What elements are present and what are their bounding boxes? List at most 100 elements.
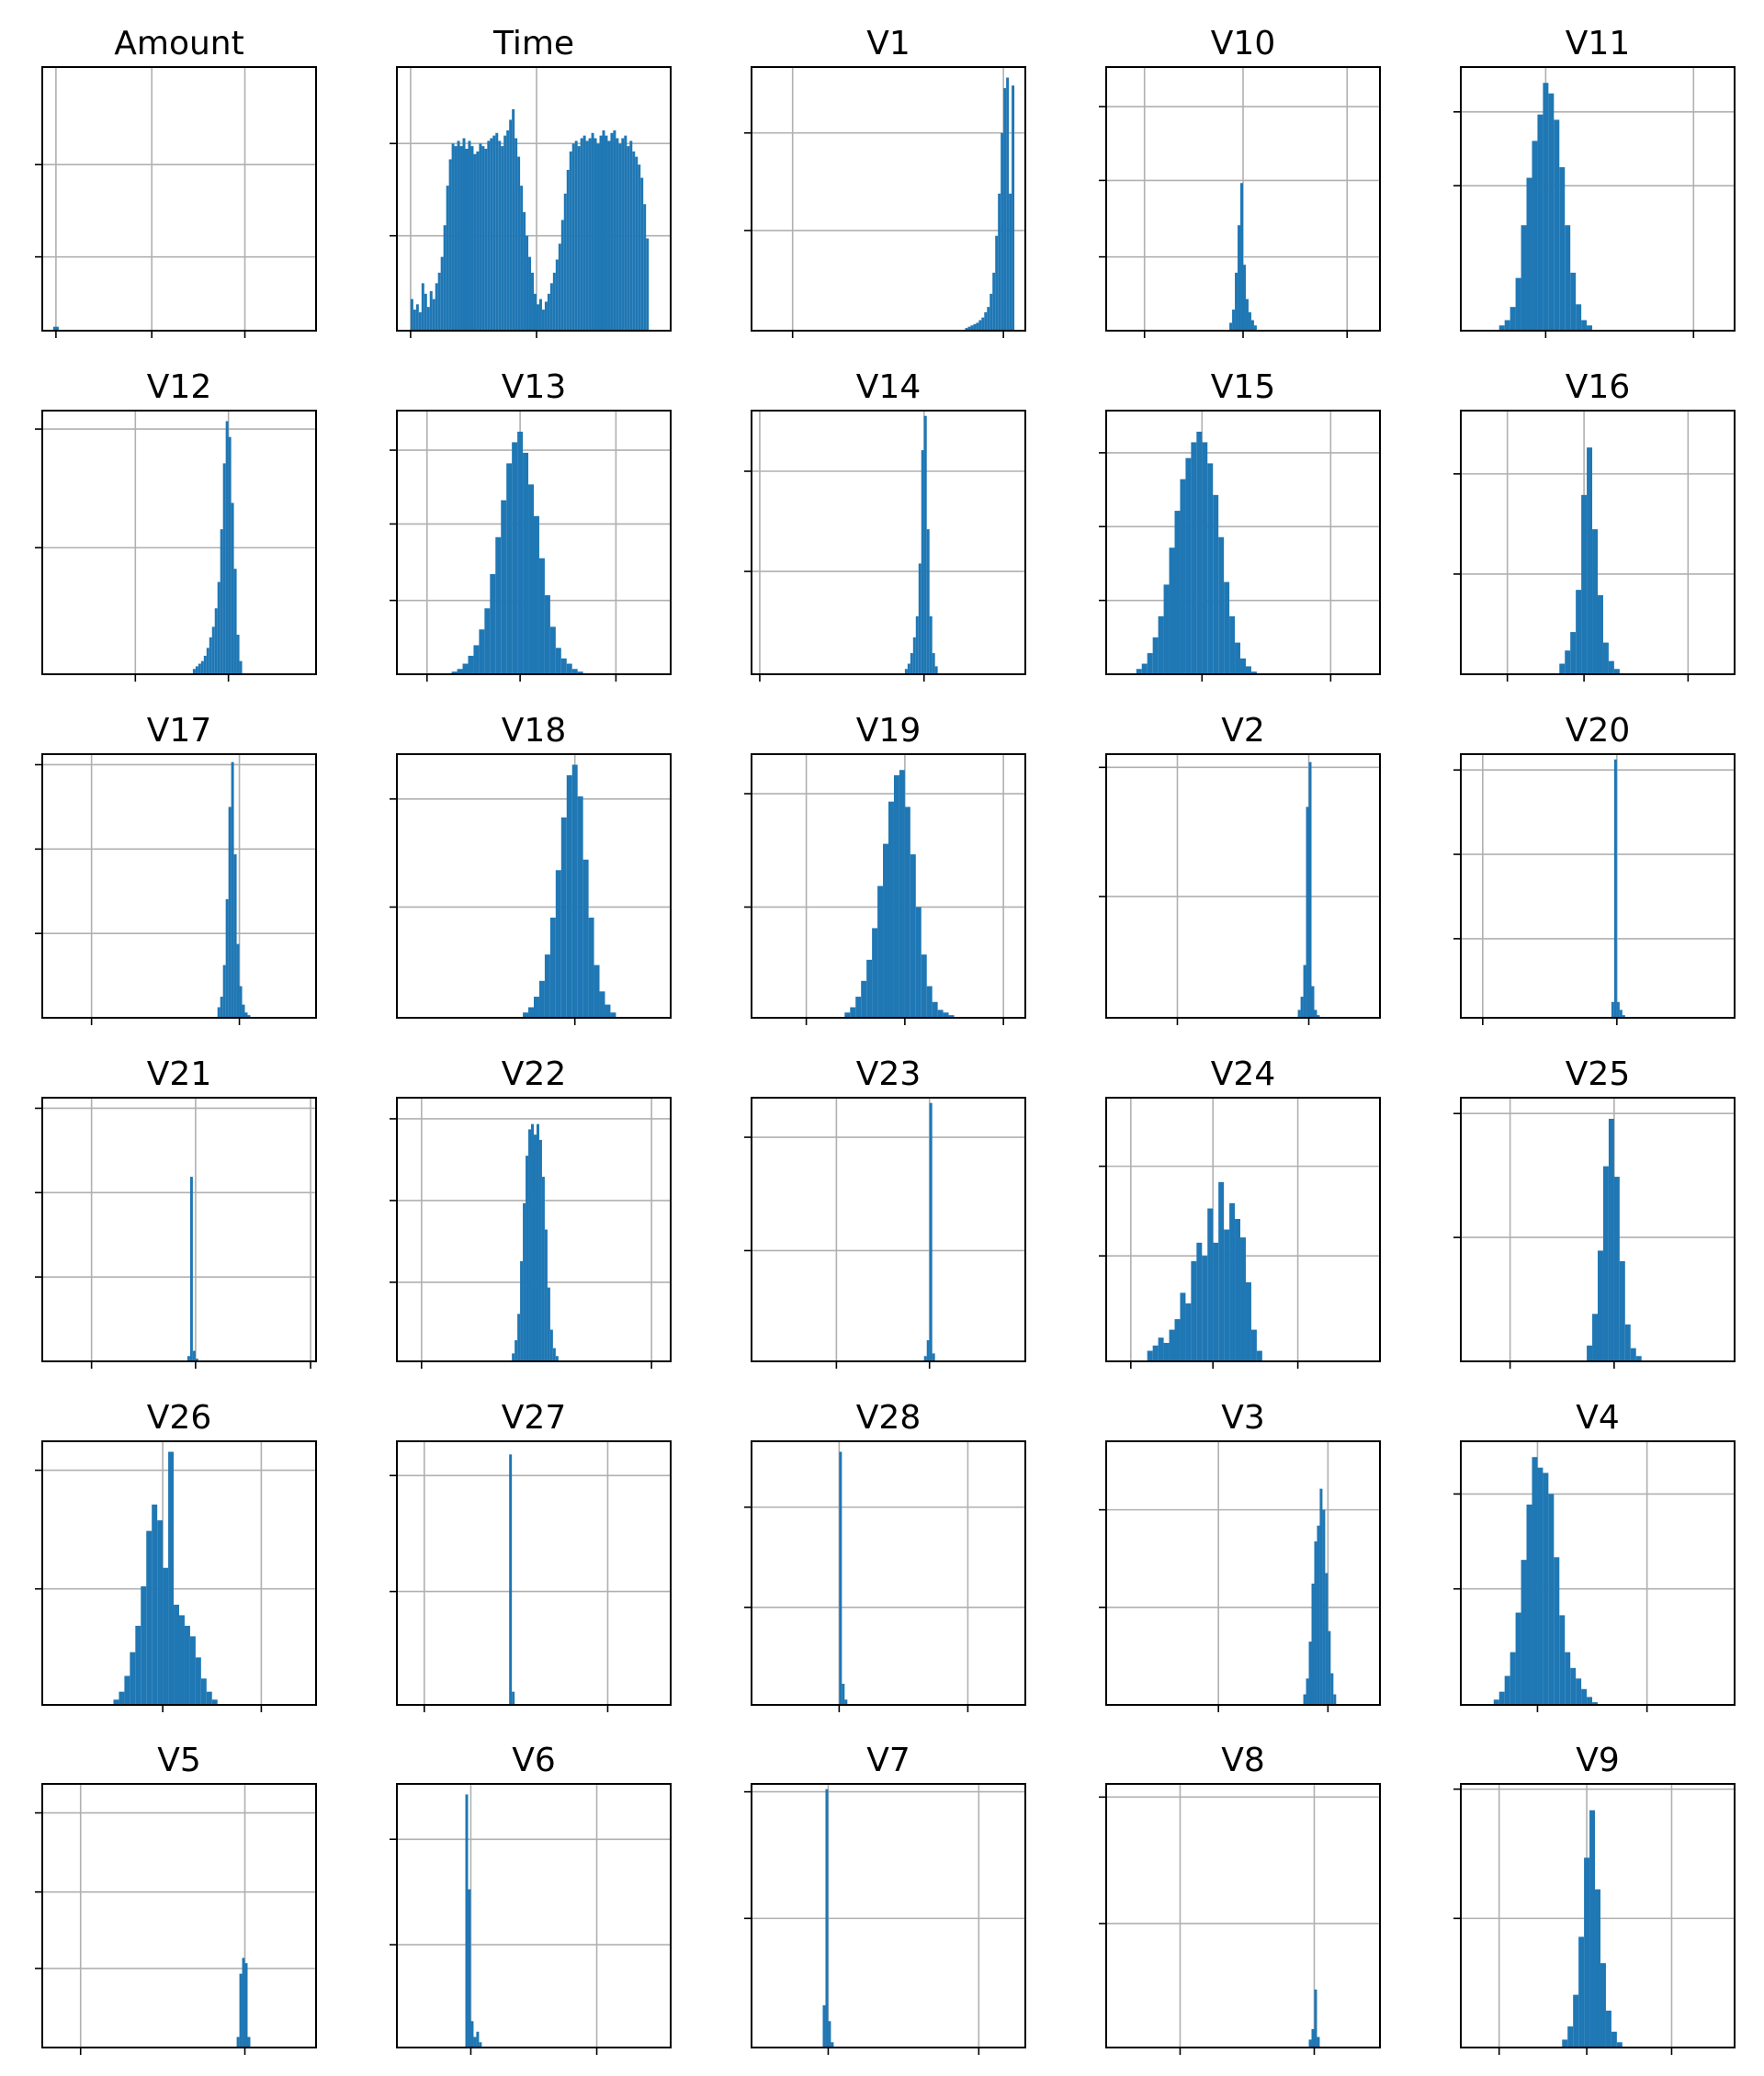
histogram-bar: [141, 1585, 147, 1705]
panel-title: V7: [866, 1742, 910, 1779]
histogram-bar: [599, 135, 603, 331]
histogram-bar: [1006, 77, 1010, 331]
histogram-panel: V2: [1099, 712, 1381, 1025]
histogram-bar: [490, 573, 496, 674]
histogram-bar: [1229, 615, 1236, 674]
histogram-bar: [1152, 1345, 1159, 1361]
histogram-bar: [577, 146, 581, 331]
histogram-bar: [569, 151, 572, 331]
histogram-bar: [242, 1004, 245, 1018]
histogram-bar: [1510, 307, 1516, 331]
histogram-bar: [130, 1652, 136, 1705]
axes-frame: [1105, 1097, 1381, 1362]
histogram-bar: [528, 484, 534, 674]
histogram-bar: [1532, 141, 1538, 331]
histogram-bar: [1235, 1219, 1241, 1361]
histogram-bar: [1567, 2026, 1574, 2048]
histogram-panel: V3: [1099, 1399, 1381, 1712]
histogram-bar: [470, 2021, 474, 2048]
histogram-bar: [247, 2037, 251, 2048]
histogram-bar: [1303, 965, 1306, 1018]
histogram-bar: [1185, 457, 1192, 674]
histogram-bar: [555, 870, 561, 1018]
histogram-bar: [1613, 669, 1620, 674]
histogram-bar: [462, 663, 469, 674]
panel-title: V23: [856, 1055, 921, 1093]
histogram-bar: [1548, 93, 1555, 331]
histogram-bar: [923, 1356, 927, 1361]
histogram-bar: [883, 843, 888, 1018]
histogram-bar: [1581, 320, 1588, 331]
histogram-bar: [231, 502, 234, 674]
histogram-bar: [424, 293, 427, 331]
histogram-bar: [932, 1353, 935, 1361]
histogram-bar: [574, 141, 578, 331]
histogram-bar: [588, 917, 594, 1018]
histogram-bar: [517, 1314, 521, 1361]
histogram-bar: [571, 764, 578, 1018]
panel-title: V6: [512, 1742, 556, 1779]
histogram-bar: [1250, 671, 1257, 674]
histogram-bar: [187, 1356, 190, 1361]
histogram-bar: [594, 965, 600, 1018]
histogram-bar: [470, 146, 474, 331]
histogram-bar: [877, 886, 884, 1018]
histogram-bar: [244, 1963, 248, 2048]
histogram-bar: [1303, 1694, 1306, 1705]
histogram-bar: [1191, 1260, 1197, 1361]
histogram-bar: [1253, 325, 1257, 331]
histogram-panel: V7: [744, 1742, 1026, 2055]
histogram-bar: [839, 1451, 842, 1705]
histogram-bar: [599, 991, 605, 1018]
histogram-bar: [1587, 325, 1593, 331]
histogram-bar: [1169, 547, 1175, 674]
histogram-bar: [1174, 511, 1181, 674]
histogram-bar: [1532, 1457, 1538, 1705]
histogram-bar: [1238, 225, 1241, 331]
histogram-bar: [624, 135, 628, 331]
histogram-panel: V4: [1453, 1399, 1736, 1712]
histogram-bar: [476, 151, 480, 331]
histogram-bar: [915, 615, 919, 674]
histogram-bar: [907, 663, 910, 674]
histogram-bar: [547, 293, 550, 331]
histogram-bar: [113, 1699, 119, 1705]
histogram-bar: [594, 138, 597, 331]
histogram-bar: [585, 141, 589, 331]
histogram-bar: [418, 311, 422, 331]
histogram-bar: [1243, 265, 1246, 331]
histogram-bar: [479, 2042, 482, 2048]
histogram-bar: [476, 2031, 480, 2048]
histogram-bar: [1169, 1329, 1175, 1361]
histogram-panel: V6: [390, 1742, 672, 2055]
histogram-bar: [1616, 1001, 1620, 1018]
panel-title: V9: [1576, 1742, 1620, 1779]
histogram-bar: [451, 671, 458, 674]
histogram-bar: [415, 304, 419, 331]
histogram-bar: [1141, 663, 1148, 674]
histogram-bar: [1515, 277, 1521, 331]
histogram-bar: [1622, 1015, 1625, 1018]
histogram-bar: [1624, 1324, 1631, 1361]
histogram-bar: [544, 301, 548, 331]
histogram-bar: [536, 304, 539, 331]
histogram-bar: [1001, 132, 1004, 331]
histogram-bar: [526, 1156, 529, 1361]
histogram-bar: [627, 146, 630, 331]
histogram-bar: [231, 762, 234, 1018]
histogram-bar: [844, 1699, 848, 1705]
histogram-bar: [549, 917, 556, 1018]
histogram-bar: [538, 980, 545, 1018]
histogram-bar: [1543, 1472, 1549, 1705]
histogram-bar: [973, 323, 977, 331]
axes-frame: [396, 66, 672, 332]
histogram-bar: [1543, 83, 1549, 331]
histogram-bar: [495, 536, 502, 674]
histogram-bar: [1592, 529, 1598, 674]
histogram-bar: [866, 959, 873, 1018]
histogram-bar: [855, 997, 862, 1018]
histogram-bar: [978, 320, 982, 331]
panel-title: V16: [1566, 368, 1630, 406]
histogram-bar: [1605, 2010, 1611, 2048]
histogram-bar: [152, 1504, 158, 1705]
